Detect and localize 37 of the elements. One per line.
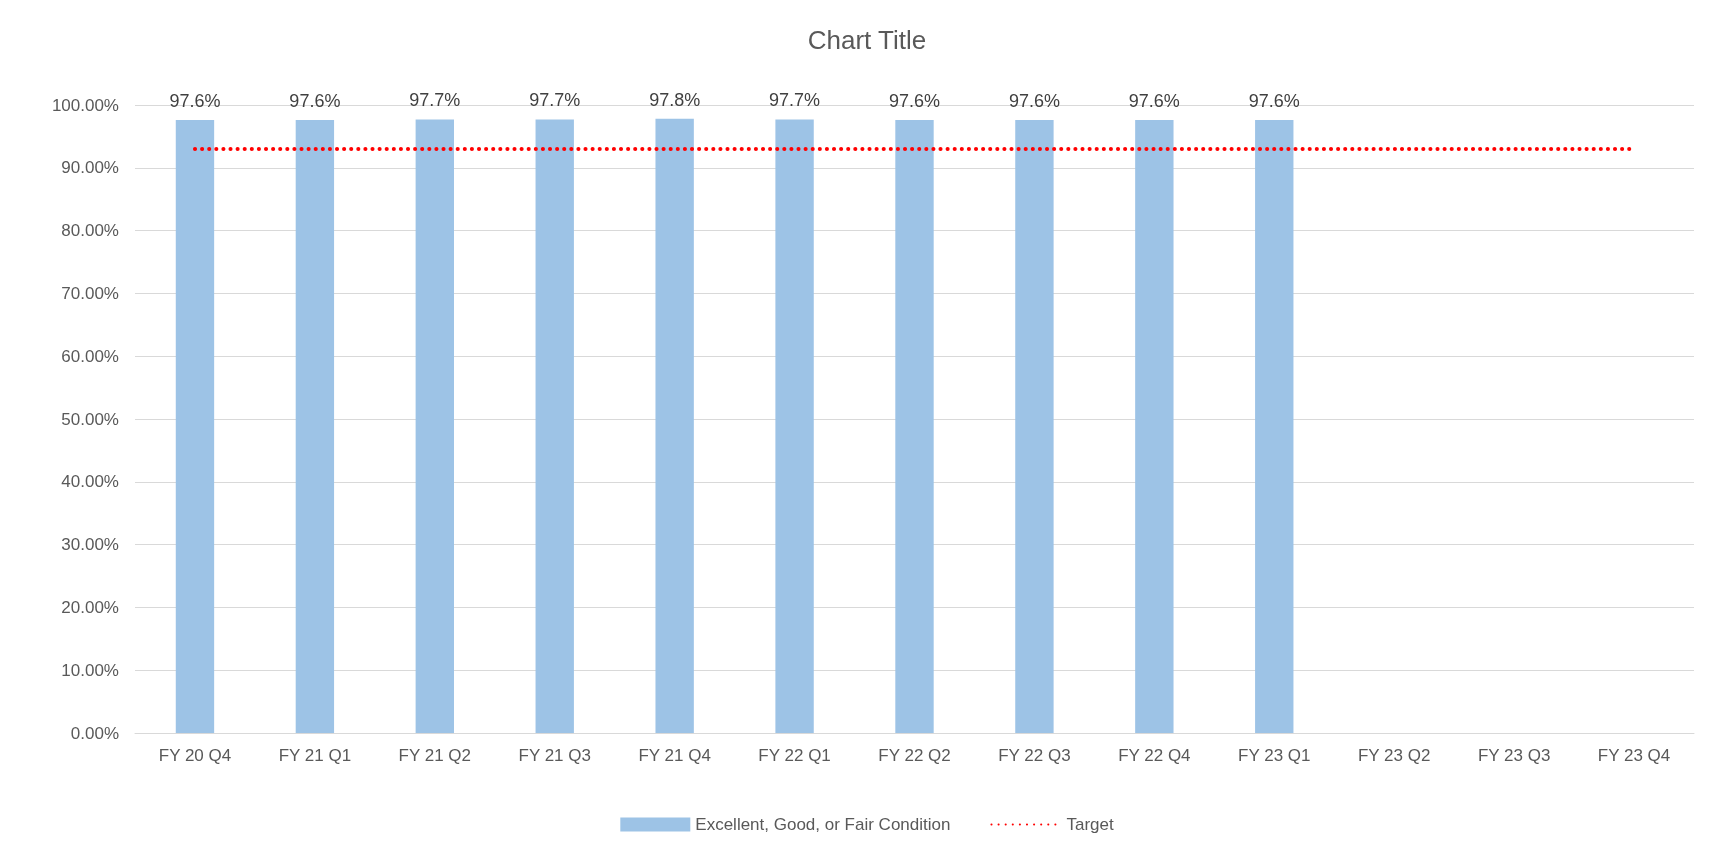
x-tick-label: FY 23 Q3: [1477, 746, 1551, 765]
x-tick-label: FY 21 Q4: [638, 746, 711, 765]
y-tick-label: 60.00%: [61, 346, 119, 366]
data-label: 97.6%: [1248, 91, 1300, 112]
x-tick-label: FY 23 Q4: [1597, 746, 1671, 765]
legend-label: Target: [1066, 815, 1114, 834]
y-tick-label: 30.00%: [61, 535, 119, 555]
data-label: 97.6%: [1128, 91, 1180, 112]
y-tick-label: 40.00%: [61, 472, 119, 492]
legend-label: Excellent, Good, or Fair Condition: [695, 815, 951, 834]
y-tick-label: 70.00%: [61, 283, 119, 303]
x-tick-label: FY 23 Q2: [1357, 746, 1431, 765]
y-tick-label: 90.00%: [61, 158, 119, 178]
data-label: 97.6%: [169, 91, 221, 112]
x-tick-label: FY 21 Q3: [518, 746, 591, 765]
y-tick-label: 0.00%: [70, 723, 119, 743]
data-label: 97.7%: [769, 90, 821, 111]
y-tick-label: 100.00%: [51, 95, 119, 115]
y-tick-label: 10.00%: [61, 660, 119, 680]
x-tick-label: FY 21 Q1: [278, 746, 352, 765]
data-label: 97.7%: [409, 90, 461, 111]
chart-title: Chart Title: [807, 25, 927, 55]
data-label: 97.6%: [1008, 91, 1060, 112]
x-tick-label: FY 22 Q4: [1118, 746, 1191, 765]
x-tick-label: FY 22 Q1: [758, 746, 831, 765]
x-tick-label: FY 20 Q4: [158, 746, 232, 765]
y-tick-label: 80.00%: [61, 221, 119, 241]
x-tick-label: FY 22 Q2: [878, 746, 951, 765]
x-tick-label: FY 23 Q1: [1238, 746, 1311, 765]
data-label: 97.7%: [529, 90, 581, 111]
data-label: 97.6%: [888, 91, 941, 112]
data-label: 97.6%: [289, 91, 341, 112]
data-label: 97.8%: [649, 89, 701, 110]
y-tick-label: 50.00%: [61, 409, 119, 429]
x-tick-label: FY 21 Q2: [398, 746, 472, 765]
x-tick-label: FY 22 Q3: [998, 746, 1071, 765]
y-tick-label: 20.00%: [61, 597, 119, 617]
